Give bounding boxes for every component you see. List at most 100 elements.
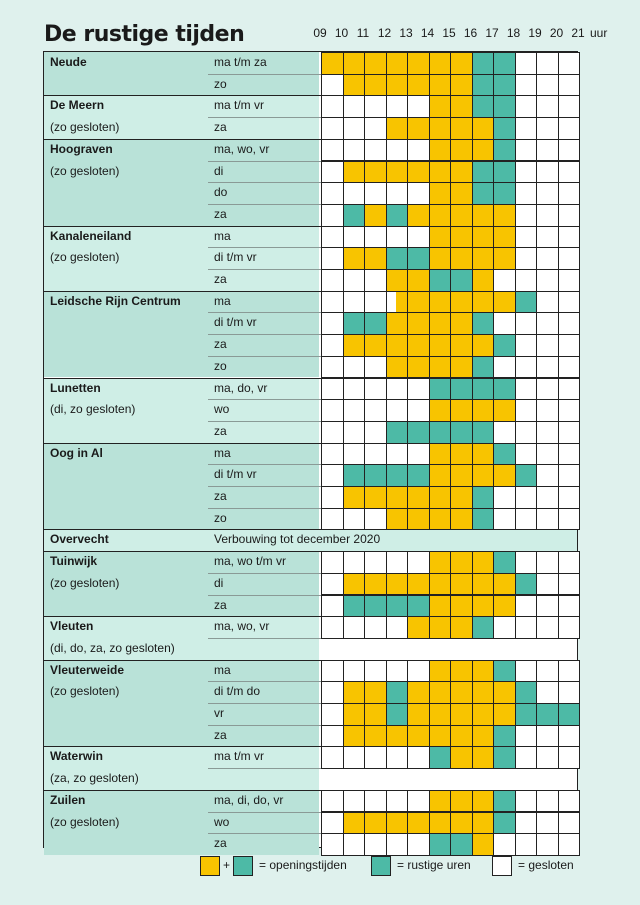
cell-closed — [557, 811, 580, 835]
location-name: Vleuterweide — [50, 662, 125, 677]
cell-quiet — [428, 269, 451, 292]
cell-quiet — [385, 247, 408, 270]
cell-open — [471, 138, 494, 162]
cell-closed — [385, 399, 408, 422]
cell-closed — [364, 659, 387, 683]
cell-open — [407, 355, 430, 379]
cell-closed — [514, 117, 537, 140]
location-name: Oog in Al — [50, 445, 103, 460]
cell-closed — [321, 160, 344, 184]
cell-open — [471, 399, 494, 422]
cell-closed — [493, 312, 516, 336]
cell-closed — [514, 594, 537, 618]
cell-open — [407, 811, 430, 835]
cell-closed — [342, 225, 365, 249]
cell-closed — [557, 312, 580, 336]
cell-open — [450, 312, 473, 336]
cell-open — [321, 52, 344, 75]
cell-closed — [536, 746, 559, 770]
cell-quiet — [471, 182, 494, 205]
cell-closed — [557, 724, 580, 748]
cell-open — [471, 811, 494, 835]
cell-closed — [557, 182, 580, 205]
legend-quiet-swatch — [371, 856, 391, 876]
row-divider — [208, 594, 321, 596]
cell-closed — [557, 160, 580, 184]
cell-closed — [342, 833, 365, 856]
cell-quiet — [471, 160, 494, 184]
location-band — [44, 95, 319, 139]
cell-closed — [514, 486, 537, 509]
cell-open — [428, 659, 451, 683]
cell-open — [450, 703, 473, 726]
hour-label: 11 — [356, 26, 370, 40]
cell-closed — [342, 420, 365, 444]
cell-closed — [514, 746, 537, 770]
cell-closed — [514, 420, 537, 444]
row-divider — [208, 833, 321, 835]
day-label: di t/m vr — [214, 467, 257, 482]
location-note: (zo gesloten) — [50, 163, 120, 178]
cell-open — [428, 551, 451, 574]
cell-closed — [321, 464, 344, 487]
cell-closed — [514, 399, 537, 422]
cell-open — [407, 290, 430, 314]
cell-open — [364, 703, 387, 726]
cell-closed — [536, 681, 559, 704]
cell-quiet — [385, 420, 408, 444]
row-divider — [208, 507, 321, 509]
cell-closed — [557, 138, 580, 162]
row-divider — [208, 681, 321, 683]
cell-quiet — [471, 355, 494, 379]
cell-closed — [557, 681, 580, 704]
row-divider — [208, 182, 321, 184]
cell-open — [385, 312, 408, 336]
legend: + = openingstijden = rustige uren = gesl… — [0, 856, 640, 880]
group-divider — [44, 616, 577, 618]
cell-open — [493, 594, 516, 618]
cell-open — [471, 247, 494, 270]
cell-open — [407, 73, 430, 97]
cell-closed — [321, 73, 344, 97]
cell-closed — [342, 507, 365, 531]
cell-closed — [321, 117, 344, 140]
cell-closed — [493, 486, 516, 509]
cell-open — [450, 95, 473, 119]
cell-quiet — [493, 377, 516, 401]
day-label: ma t/m vr — [214, 749, 264, 764]
cell-closed — [557, 117, 580, 140]
cell-open — [385, 52, 408, 75]
row-divider — [208, 117, 321, 119]
cell-quiet — [493, 746, 516, 770]
group-divider — [44, 138, 577, 140]
cell-open — [428, 73, 451, 97]
cell-open — [450, 594, 473, 618]
cell-open — [471, 789, 494, 813]
cell-open — [428, 572, 451, 596]
cell-closed — [557, 355, 580, 379]
cell-open — [450, 290, 473, 314]
cell-quiet — [428, 833, 451, 856]
location-band — [44, 529, 319, 552]
cell-closed — [385, 746, 408, 770]
cell-open — [385, 73, 408, 97]
legend-closed-label: = gesloten — [518, 858, 574, 872]
hour-header: 09 10 11 12 13 14 15 16 17 18 19 20 21 uur — [0, 26, 640, 46]
location-note: (zo gesloten) — [50, 684, 120, 699]
cell-open — [428, 681, 451, 704]
cell-closed — [364, 377, 387, 401]
cell-open — [471, 464, 494, 487]
cell-closed — [342, 746, 365, 770]
cell-open — [428, 95, 451, 119]
cell-closed — [514, 724, 537, 748]
cell-quiet — [407, 247, 430, 270]
legend-quiet-label: = rustige uren — [397, 858, 471, 872]
cell-closed — [385, 138, 408, 162]
cell-open — [428, 312, 451, 336]
cell-open — [428, 811, 451, 835]
cell-quiet — [536, 703, 559, 726]
cell-quiet — [342, 594, 365, 618]
cell-open — [450, 616, 473, 639]
cell-closed — [536, 290, 559, 314]
cell-closed — [321, 703, 344, 726]
